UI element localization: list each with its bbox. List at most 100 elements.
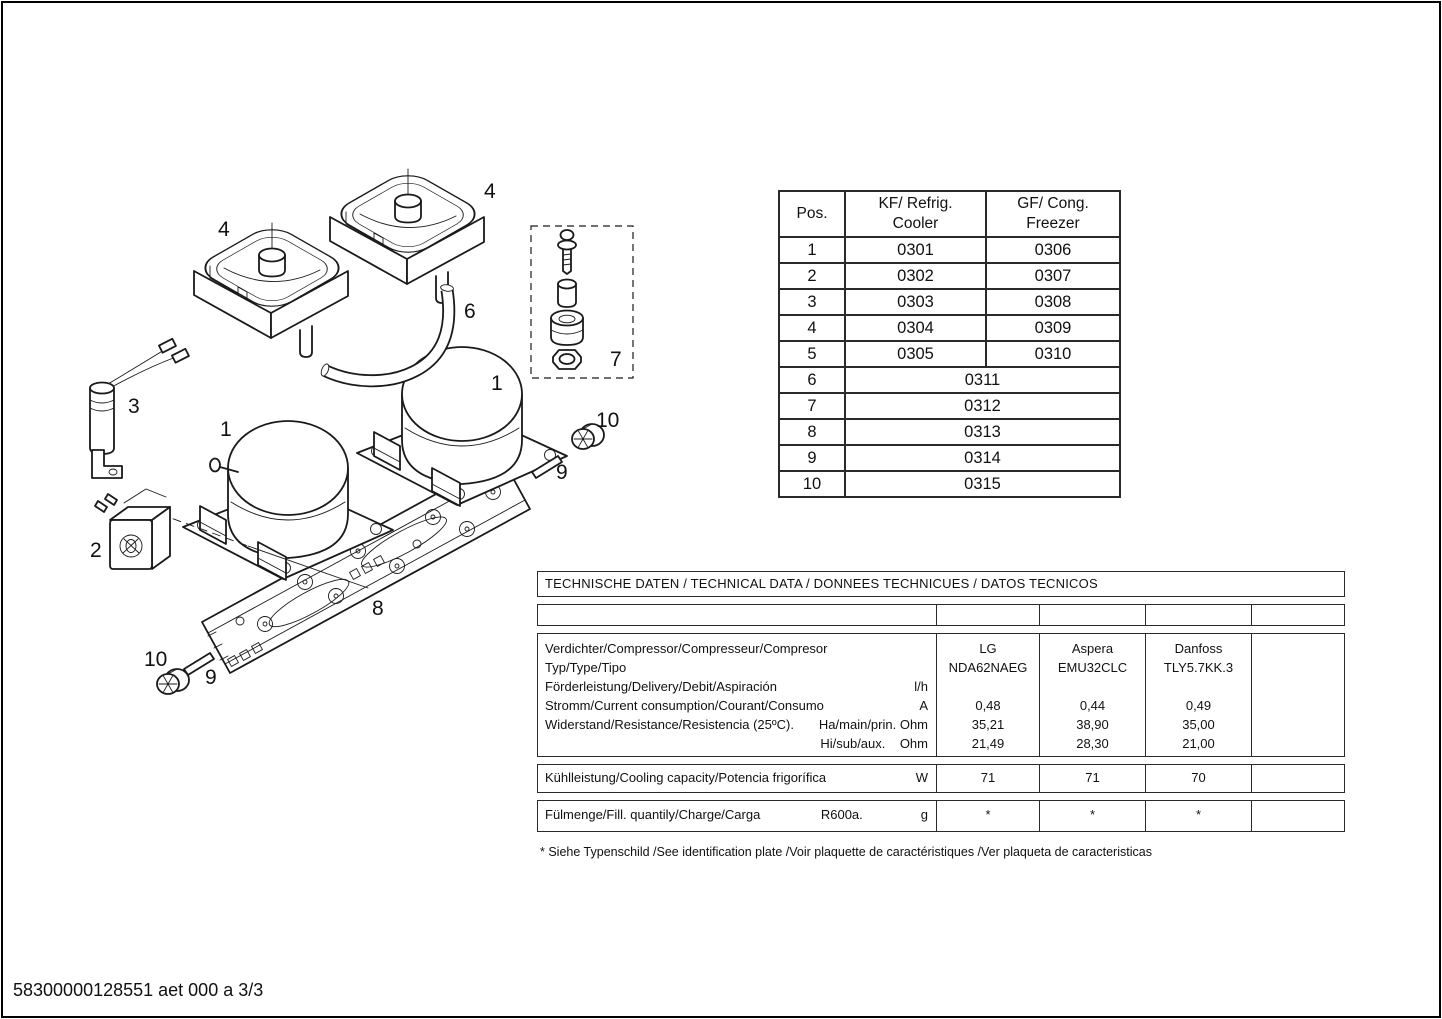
spec-value: EMU32CLC [1057, 660, 1128, 675]
spec-value [1252, 677, 1344, 696]
part-label: 10 [144, 648, 167, 671]
tech-empty-header-row [537, 604, 1345, 626]
spec-value: Aspera [1071, 641, 1114, 656]
kf-cell: 0302 [844, 262, 987, 290]
relay-drawing [94, 488, 369, 589]
compressor-spec-block: Verdichter/Compressor/Compresseur/Compre… [537, 633, 1345, 757]
table-row: 2 0302 0307 [778, 262, 1121, 290]
pos-cell: 9 [778, 444, 846, 472]
pos-cell: 1 [778, 236, 846, 264]
fill-value: * [937, 801, 1040, 831]
fill-value [1252, 801, 1344, 831]
part-label: 3 [128, 395, 140, 418]
spec-label: Förderleistung/Delivery/Debit/Aspiración [545, 679, 777, 694]
kf-cell: 0304 [844, 314, 987, 342]
spec-value: LG [979, 641, 997, 656]
merged-cell: 0314 [844, 444, 1121, 472]
cooling-value: 70 [1146, 765, 1252, 792]
spec-value [1252, 715, 1344, 734]
pos-cell: 2 [778, 262, 846, 290]
fill-value: * [1040, 801, 1146, 831]
tech-empty-cell [1040, 605, 1146, 625]
part-label: 4 [484, 180, 496, 203]
merged-cell: 0313 [844, 418, 1121, 446]
part-label: 8 [372, 597, 384, 620]
table-row: 1 0301 0306 [778, 236, 1121, 264]
tube-drawing [320, 284, 456, 388]
pos-cell: 10 [778, 470, 846, 498]
cooling-label-cell: Kühlleistung/Cooling capacity/Potencia f… [538, 765, 937, 792]
table-row: 6 0311 [778, 366, 1121, 394]
tech-empty-cell [1252, 605, 1344, 625]
cooling-capacity-row: Kühlleistung/Cooling capacity/Potencia f… [537, 764, 1345, 793]
tech-empty-cell [538, 605, 937, 625]
spec-value: 38,90 [1076, 717, 1109, 732]
spec-value: TLY5.7KK.3 [1163, 660, 1234, 675]
capacitor-drawing [89, 337, 190, 479]
part-label: 9 [205, 666, 217, 689]
merged-cell: 0312 [844, 392, 1121, 420]
fill-label: Fülmenge/Fill. quantily/Charge/Carga [545, 807, 761, 822]
table-row: 7 0312 [778, 392, 1121, 420]
tech-empty-cell [1146, 605, 1252, 625]
fill-value: * [1146, 801, 1252, 831]
fill-unit: g [920, 807, 928, 822]
spec-label-row: Hi/sub/aux. Ohm [538, 734, 936, 753]
pos-cell: 5 [778, 340, 846, 368]
part-label: 1 [491, 372, 503, 395]
technical-data-table: TECHNISCHE DATEN / TECHNICAL DATA / DONN… [537, 571, 1345, 859]
spec-label-row: Typ/Type/Tipo [538, 658, 936, 677]
parts-position-table: Pos. KF/ Refrig. Cooler GF/ Cong. Freeze… [778, 190, 1121, 498]
spec-value [937, 677, 1039, 696]
spec-value: 0,49 [1185, 698, 1212, 713]
part-label: 7 [610, 348, 622, 371]
pos-cell: 4 [778, 314, 846, 342]
spec-value: Danfoss [1174, 641, 1223, 656]
spec-value: 35,21 [971, 717, 1005, 732]
tech-title: TECHNISCHE DATEN / TECHNICAL DATA / DONN… [537, 571, 1345, 597]
spec-unit: Ha/main/prin. Ohm [818, 717, 928, 732]
refrigerant-type: R600a. [820, 807, 863, 822]
gf-cell: 0307 [985, 262, 1121, 290]
cooling-value: 71 [1040, 765, 1146, 792]
spec-column-lg: LG NDA62NAEG 0,48 35,21 21,49 [937, 634, 1040, 756]
table-row: 5 0305 0310 [778, 340, 1121, 368]
spec-label-row: Stromm/Current consumption/Courant/Consu… [538, 696, 936, 715]
table-row: 3 0303 0308 [778, 288, 1121, 316]
kf-cell: 0301 [844, 236, 987, 264]
spec-label-row: Widerstand/Resistance/Resistencia (25ºC)… [538, 715, 936, 734]
cooling-value: 71 [937, 765, 1040, 792]
compressor-right-drawing [356, 346, 568, 507]
part-label: 4 [218, 218, 230, 241]
bushing-left-drawing [156, 668, 190, 695]
cooling-label: Kühlleistung/Cooling capacity/Potencia f… [545, 770, 827, 785]
spec-value [1252, 639, 1344, 658]
part-label: 9 [556, 461, 568, 484]
table-row: Pos. KF/ Refrig. Cooler GF/ Cong. Freeze… [778, 190, 1121, 238]
gf-cell: 0309 [985, 314, 1121, 342]
spec-label: Verdichter/Compressor/Compresseur/Compre… [545, 641, 828, 656]
pos-cell: 6 [778, 366, 846, 394]
column-header-cooler: KF/ Refrig. Cooler [844, 190, 987, 238]
spec-value: NDA62NAEG [948, 660, 1028, 675]
spec-value: 28,30 [1076, 736, 1109, 751]
merged-cell: 0315 [844, 470, 1121, 498]
table-row: 4 0304 0309 [778, 314, 1121, 342]
spec-value: 0,44 [1079, 698, 1106, 713]
merged-cell: 0311 [844, 366, 1121, 394]
part-label: 6 [464, 300, 476, 323]
pos-cell: 8 [778, 418, 846, 446]
exploded-parts-diagram: 4 4 6 7 1 10 9 1 3 2 8 10 9 [89, 168, 634, 695]
spec-unit: Hi/sub/aux. Ohm [820, 736, 928, 751]
spec-value [1252, 734, 1344, 753]
spec-value: 35,00 [1182, 717, 1215, 732]
hardware-kit-drawing [530, 225, 634, 379]
spec-value: 0,48 [975, 698, 1001, 713]
spec-value [1252, 696, 1344, 715]
cooling-unit: W [915, 770, 928, 785]
table-row: 9 0314 [778, 444, 1121, 472]
mounting-rail-drawing [201, 457, 531, 674]
fill-quantity-row: Fülmenge/Fill. quantily/Charge/Carga R60… [537, 800, 1345, 832]
pos-cell: 7 [778, 392, 846, 420]
spec-label: Stromm/Current consumption/Courant/Consu… [545, 698, 824, 713]
